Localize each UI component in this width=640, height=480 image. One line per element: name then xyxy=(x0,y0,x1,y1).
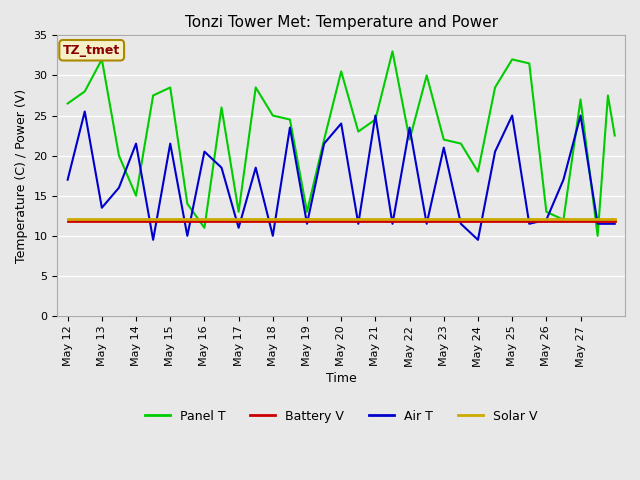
Text: TZ_tmet: TZ_tmet xyxy=(63,44,120,57)
X-axis label: Time: Time xyxy=(326,372,356,385)
Title: Tonzi Tower Met: Temperature and Power: Tonzi Tower Met: Temperature and Power xyxy=(184,15,498,30)
Y-axis label: Temperature (C) / Power (V): Temperature (C) / Power (V) xyxy=(15,89,28,263)
Legend: Panel T, Battery V, Air T, Solar V: Panel T, Battery V, Air T, Solar V xyxy=(140,405,543,428)
